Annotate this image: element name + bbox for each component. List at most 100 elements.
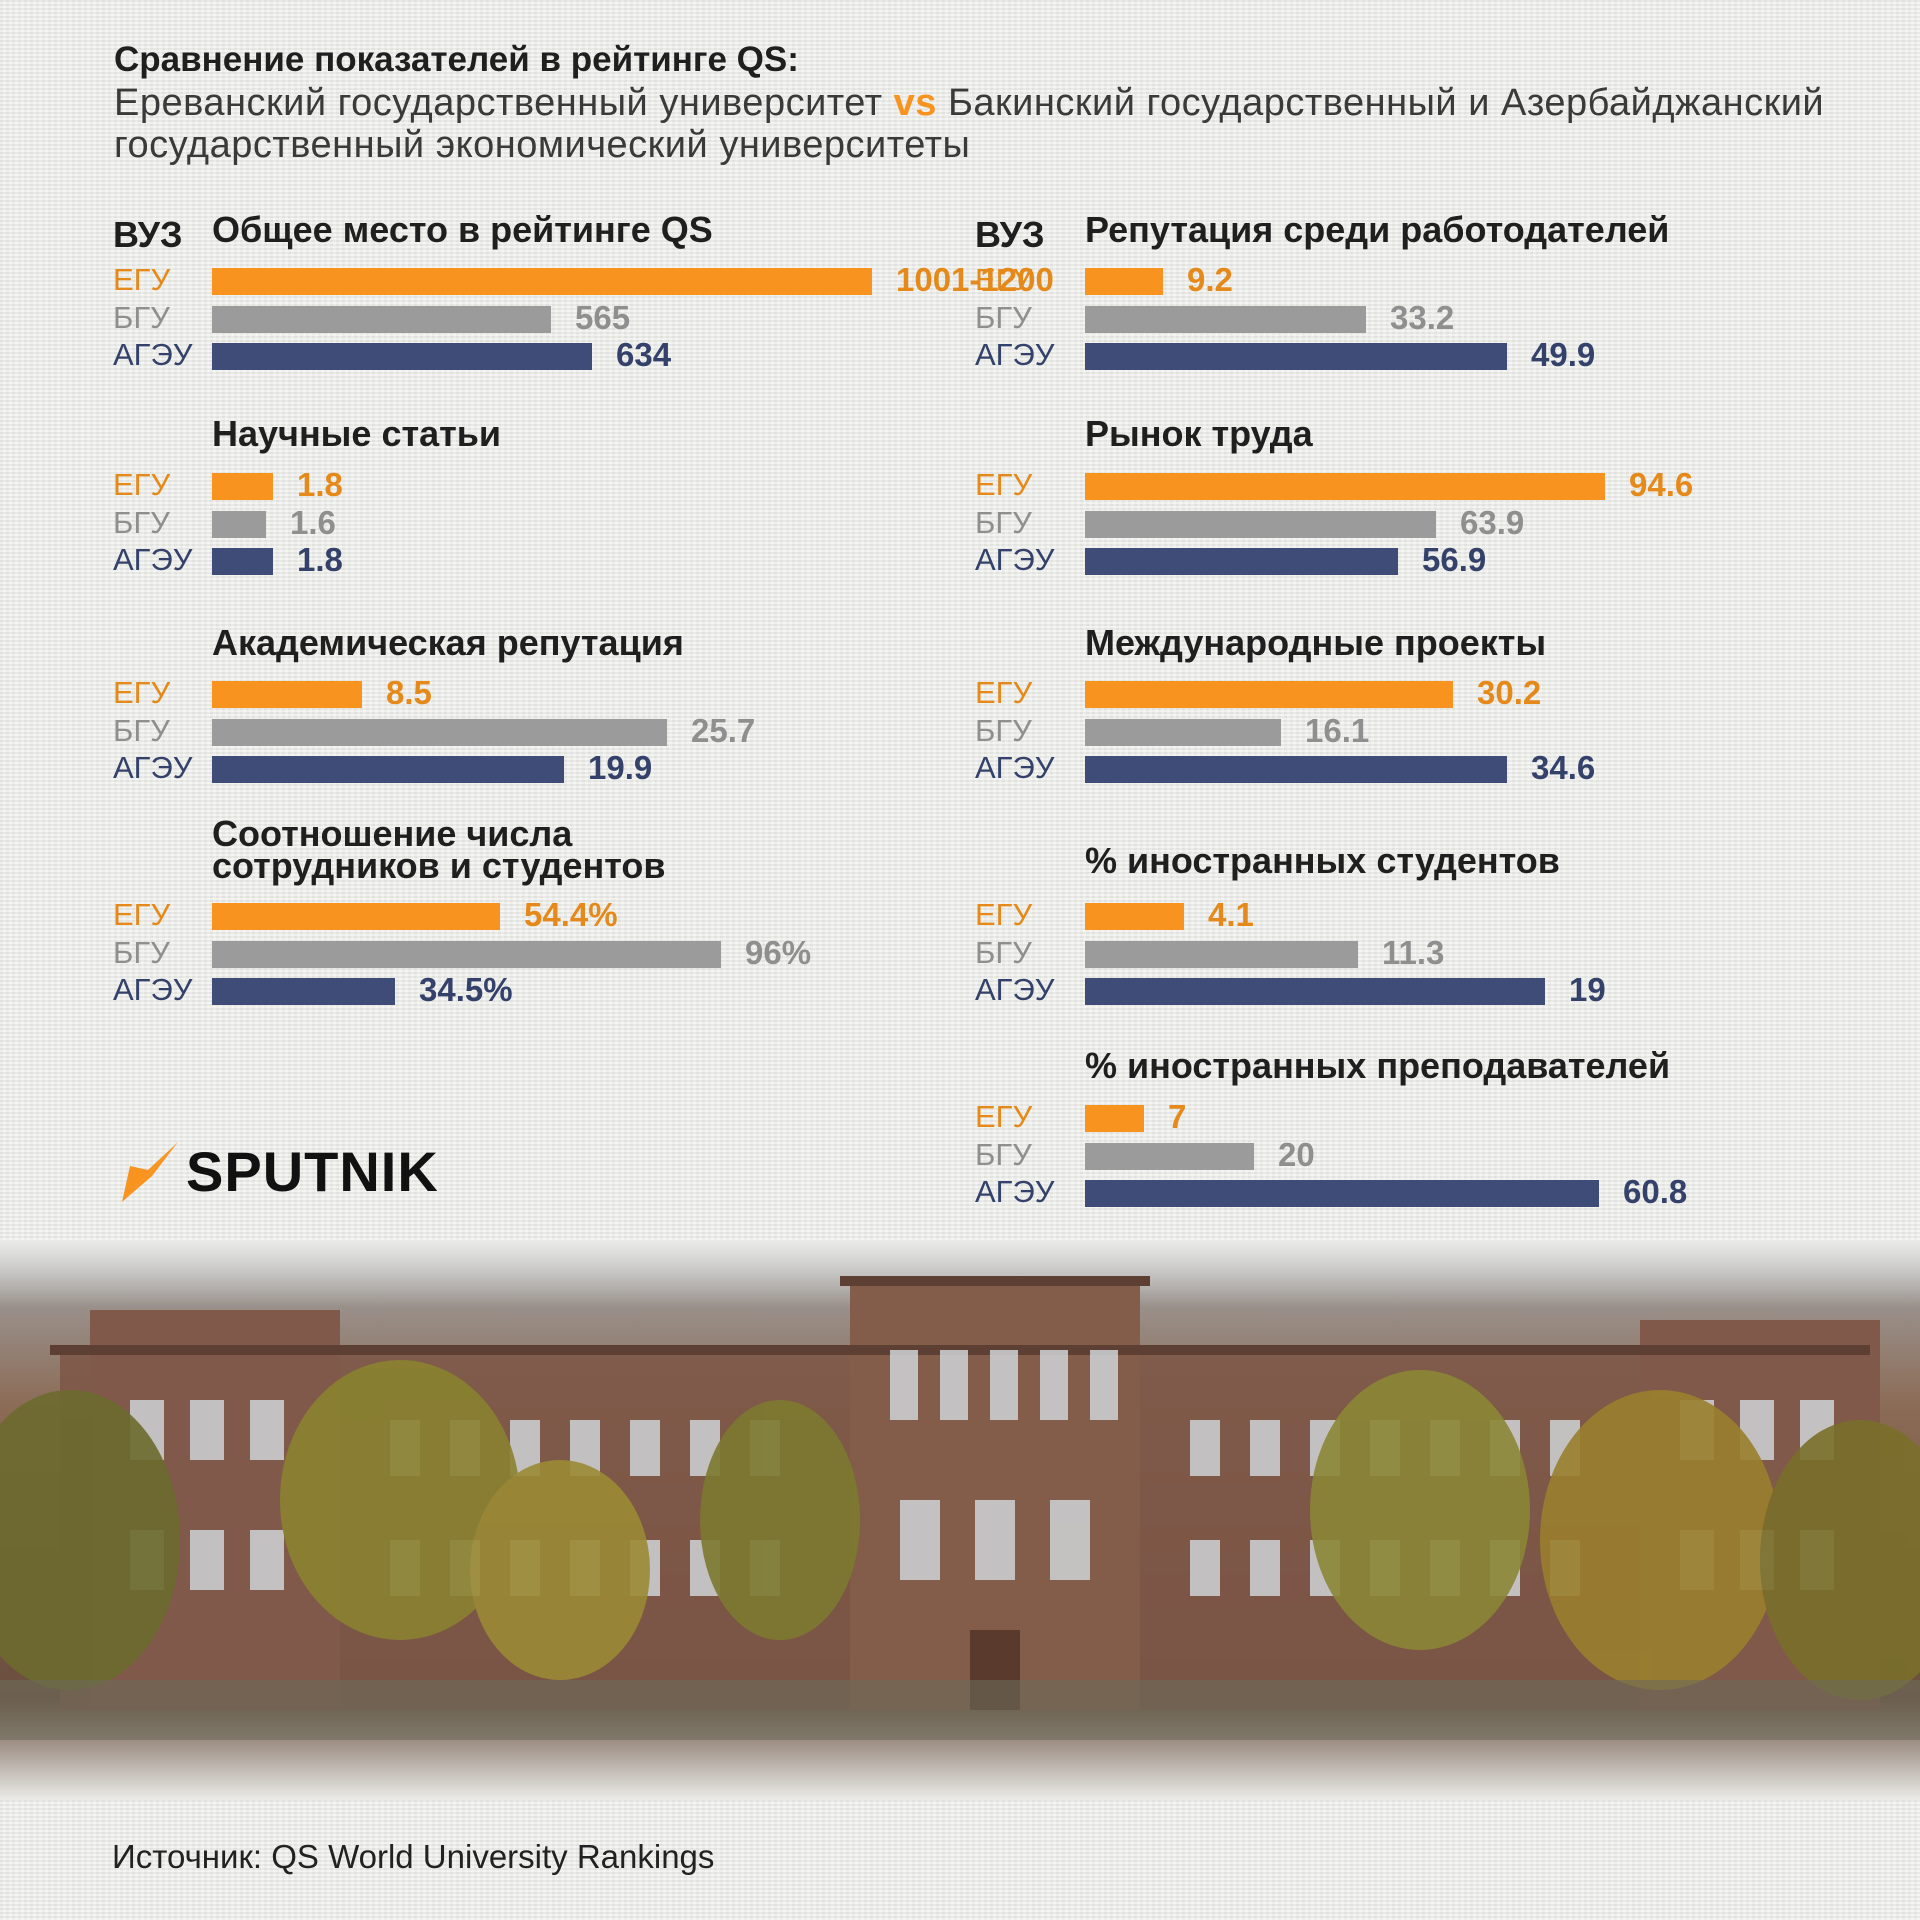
chart-title-foreign-faculty: % иностранных преподавателей [1085, 1045, 1671, 1086]
chart-title-staff-student-ratio: Соотношение числа сотрудников и студентов [212, 813, 666, 886]
value-label-employer-reputation-ageu: 49.9 [1531, 336, 1596, 373]
value-label-employer-reputation-bgu: 33.2 [1390, 298, 1455, 336]
bar-labor-market-egu [1085, 473, 1605, 500]
value-label-foreign-students-bgu: 11.3 [1382, 933, 1445, 971]
row-label-egu: ЕГУ [113, 675, 171, 710]
row-label-ageu: АГЭУ [975, 972, 1055, 1007]
bar-employer-reputation-ageu [1085, 343, 1507, 370]
building-illustration [0, 1276, 1920, 1740]
row-label-bgu: БГУ [975, 712, 1032, 748]
bar-academic-reputation-egu [212, 681, 362, 708]
row-label-egu: ЕГУ [113, 897, 171, 932]
bar-foreign-students-ageu [1085, 978, 1545, 1005]
value-label-academic-reputation-egu: 8.5 [386, 674, 432, 711]
value-label-labor-market-bgu: 63.9 [1460, 503, 1525, 541]
sputnik-logo: SPUTNIK [114, 1136, 474, 1206]
value-label-staff-student-ratio-ageu: 34.5% [419, 971, 513, 1008]
bar-international-projects-ageu [1085, 756, 1507, 783]
vs-label: vs [893, 82, 937, 124]
row-label-ageu: АГЭУ [113, 972, 193, 1007]
bar-foreign-faculty-bgu [1085, 1142, 1254, 1170]
sputnik-arrow-icon [122, 1142, 178, 1202]
value-label-staff-student-ratio-bgu: 96% [745, 933, 812, 971]
row-label-egu: ЕГУ [113, 262, 171, 297]
row-label-egu: ЕГУ [975, 675, 1033, 710]
row-label-bgu: БГУ [975, 299, 1032, 335]
chart-title-foreign-students: % иностранных студентов [1085, 840, 1560, 881]
row-label-bgu: БГУ [113, 299, 170, 335]
value-label-overall-rank-bgu: 565 [575, 298, 631, 336]
row-label-egu: ЕГУ [113, 467, 171, 502]
bar-employer-reputation-egu [1085, 268, 1163, 295]
value-label-labor-market-egu: 94.6 [1629, 466, 1694, 503]
value-label-foreign-faculty-ageu: 60.8 [1623, 1173, 1688, 1210]
bar-labor-market-ageu [1085, 548, 1398, 575]
page-subtitle: Ереванский государственный университет v… [114, 82, 1834, 166]
row-label-egu: ЕГУ [975, 262, 1033, 297]
value-label-papers-egu: 1.8 [297, 466, 343, 503]
chart-title-papers: Научные статьи [212, 413, 502, 454]
row-label-egu: ЕГУ [975, 897, 1033, 932]
chart-title-academic-reputation: Академическая репутация [212, 622, 684, 663]
row-label-ageu: АГЭУ [975, 337, 1055, 372]
value-label-foreign-students-ageu: 19 [1569, 971, 1606, 1008]
row-label-egu: ЕГУ [975, 467, 1033, 502]
row-label-bgu: БГУ [975, 934, 1032, 970]
bar-foreign-faculty-ageu [1085, 1180, 1599, 1207]
page-title: Сравнение показателей в рейтинге QS: [114, 40, 799, 79]
value-label-foreign-students-egu: 4.1 [1208, 896, 1254, 933]
value-label-foreign-faculty-egu: 7 [1168, 1098, 1187, 1135]
bar-labor-market-bgu [1085, 510, 1436, 538]
bar-foreign-students-bgu [1085, 940, 1358, 968]
bar-foreign-faculty-egu [1085, 1105, 1144, 1132]
column-header-right: ВУЗ [975, 214, 1045, 255]
value-label-academic-reputation-ageu: 19.9 [588, 749, 653, 786]
bar-academic-reputation-ageu [212, 756, 564, 783]
chart-title-line: сотрудников и студентов [212, 845, 666, 886]
value-label-overall-rank-ageu: 634 [616, 336, 672, 373]
row-label-bgu: БГУ [975, 504, 1032, 540]
value-label-international-projects-egu: 30.2 [1477, 674, 1542, 711]
charts-area: ВУЗ ВУЗ Общее место в рейтинге QS ЕГУ 1001-1… [113, 209, 1694, 1210]
row-label-ageu: АГЭУ [113, 542, 193, 577]
bar-overall-rank-bgu [212, 305, 551, 333]
row-label-ageu: АГЭУ [113, 337, 193, 372]
bar-staff-student-ratio-egu [212, 903, 500, 930]
bar-employer-reputation-bgu [1085, 305, 1366, 333]
row-label-bgu: БГУ [113, 934, 170, 970]
value-label-staff-student-ratio-egu: 54.4% [524, 896, 618, 933]
bar-academic-reputation-bgu [212, 718, 667, 746]
row-label-bgu: БГУ [113, 712, 170, 748]
value-label-labor-market-ageu: 56.9 [1422, 541, 1487, 578]
bar-papers-bgu [212, 510, 266, 538]
chart-title-line: Соотношение числа [212, 813, 573, 854]
row-label-ageu: АГЭУ [975, 542, 1055, 577]
bar-staff-student-ratio-ageu [212, 978, 395, 1005]
row-label-ageu: АГЭУ [113, 750, 193, 785]
sputnik-wordmark: SPUTNIK [186, 1140, 439, 1203]
bar-international-projects-bgu [1085, 718, 1281, 746]
row-label-ageu: АГЭУ [975, 1174, 1055, 1209]
subtitle-part-2: Бакинский государственный и Азербайджанс… [114, 82, 1825, 166]
row-label-ageu: АГЭУ [975, 750, 1055, 785]
value-label-international-projects-ageu: 34.6 [1531, 749, 1596, 786]
chart-title-international-projects: Международные проекты [1085, 622, 1547, 663]
bar-staff-student-ratio-bgu [212, 940, 721, 968]
value-label-papers-bgu: 1.6 [290, 503, 336, 541]
bar-overall-rank-egu [212, 268, 872, 295]
column-header-left: ВУЗ [113, 214, 183, 255]
bar-international-projects-egu [1085, 681, 1453, 708]
subtitle-part-1: Ереванский государственный университет [114, 82, 883, 124]
bar-papers-egu [212, 473, 273, 500]
value-label-overall-rank-egu: 1001-1200 [896, 261, 1054, 298]
university-building-photo [0, 1240, 1920, 1800]
row-label-egu: ЕГУ [975, 1099, 1033, 1134]
row-label-bgu: БГУ [113, 504, 170, 540]
bar-foreign-students-egu [1085, 903, 1184, 930]
value-label-papers-ageu: 1.8 [297, 541, 343, 578]
row-label-bgu: БГУ [975, 1136, 1032, 1172]
chart-title-overall-rank: Общее место в рейтинге QS [212, 209, 713, 250]
bar-overall-rank-ageu [212, 343, 592, 370]
source-note: Источник: QS World University Rankings [112, 1838, 715, 1875]
chart-title-labor-market: Рынок труда [1085, 413, 1313, 454]
